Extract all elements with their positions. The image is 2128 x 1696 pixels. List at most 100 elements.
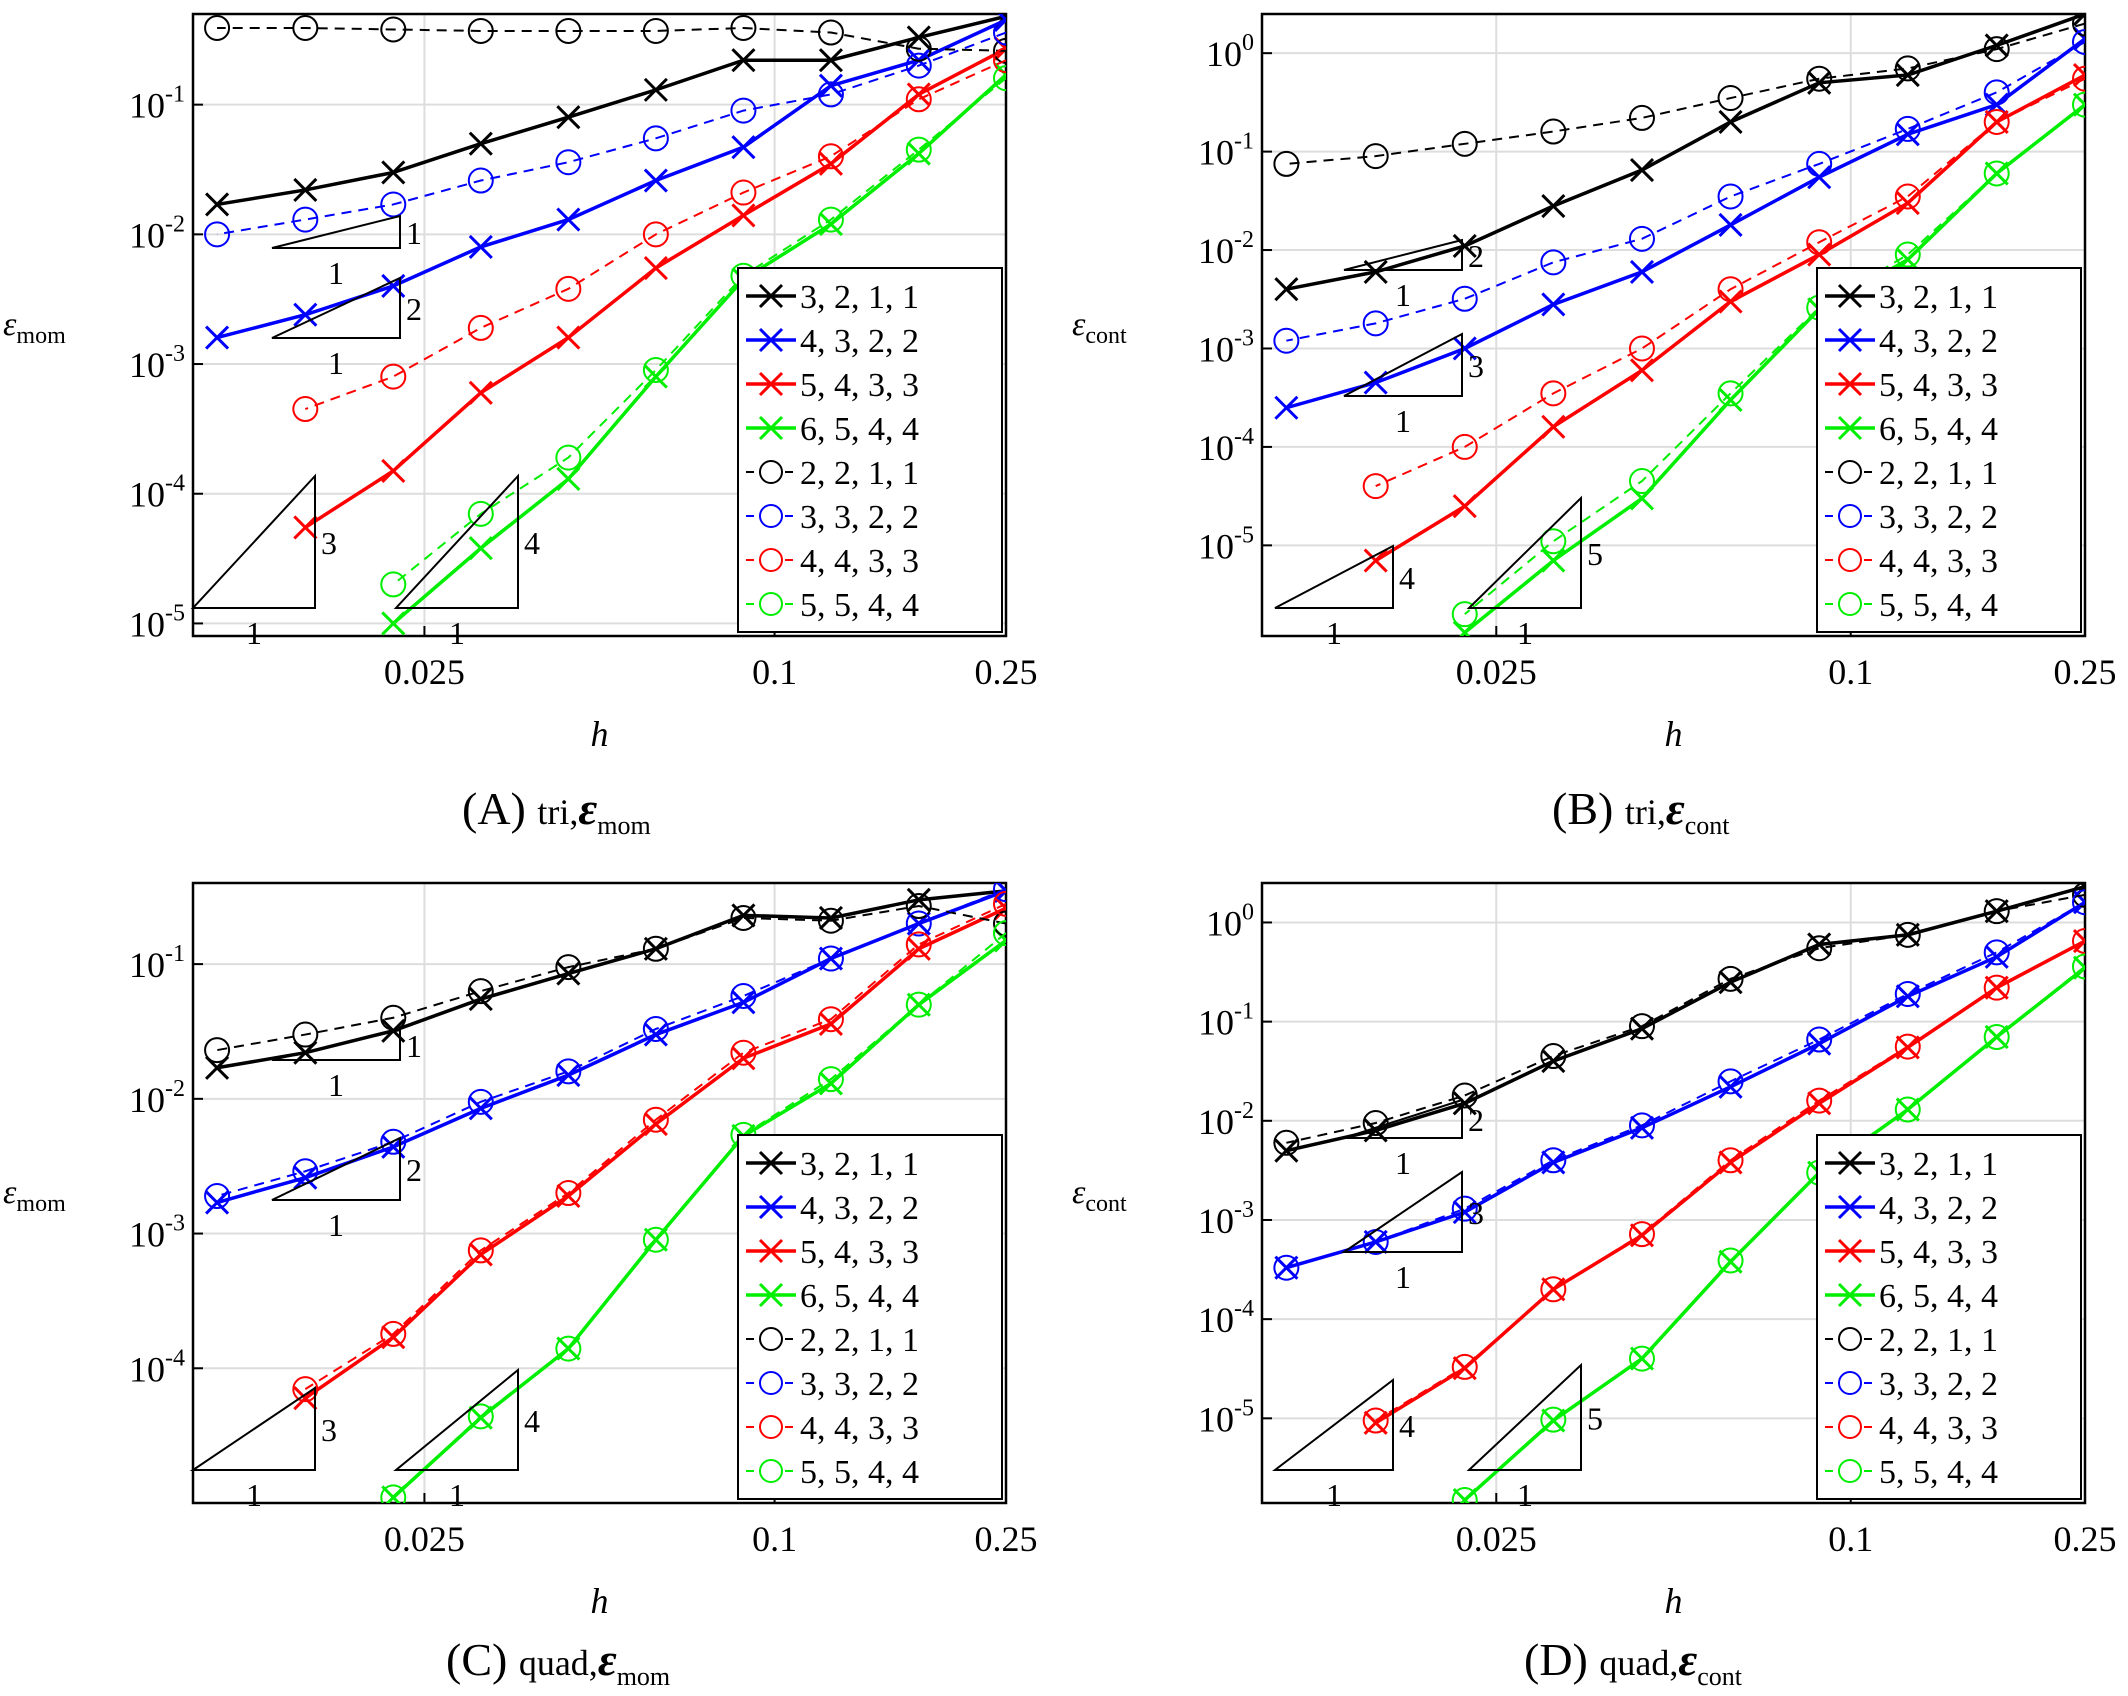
panel-d-point-o [1806,935,1833,962]
panel-d-point-o [1806,1026,1833,1053]
panel-a-legend-label: 3, 2, 1, 1 [800,279,919,316]
panel-c-point-o [905,910,932,937]
panel-a-point-x [293,177,318,202]
panel-b-point-x [1718,387,1743,413]
panel-a-point-o [817,81,844,108]
panel-a-point-x [818,212,843,237]
panel-a-legend-marker-o [759,504,783,528]
panel-b-point-x [1452,336,1477,361]
panel-a-slope-run: 1 [246,615,262,651]
panel-b-point-x [1895,247,1920,272]
panel-c-point-o [730,1039,757,1066]
panel-d-legend-label: 3, 2, 1, 1 [1879,1146,1998,1183]
panel-c-xtick-label: 0.25 [975,1519,1038,1559]
panel-a-sub: mom [597,811,651,841]
panel-d-point-o [1540,1043,1567,1070]
panel-b-legend: 3, 2, 1, 1 4, 3, 2, 2 5, 4, 3, 3 6, 5, 4, 4… [1816,267,2082,633]
panel-a-point-x [468,536,493,561]
panel-b-point-x [1274,277,1299,302]
panel-a-point-x [468,380,493,405]
panel-d-legend-marker-o [1838,1371,1862,1395]
panel-d-point-x [1274,1138,1299,1163]
panel-a-point-x [293,302,318,327]
panel-c-legend-marker-x [758,1150,784,1176]
panel-c-point-o [905,892,932,919]
panel-a-point-o [380,363,407,390]
panel-b-ytick-label: 10-2 [1198,227,1254,271]
panel-a-xtick-label: 0.25 [975,652,1038,692]
panel-b-point-x [1363,548,1388,573]
panel-b-xtick-label: 0.025 [1456,652,1537,692]
panel-d-xtick-label: 0.25 [2054,1519,2117,1559]
panel-b-legend-label: 3, 3, 2, 2 [1879,499,1998,536]
panel-a-xlabel: h [591,714,609,754]
panel-b-label: (B) [1552,783,1614,834]
panel-b-point-x [2072,92,2085,117]
panel-c-legend-label: 3, 3, 2, 2 [800,1366,919,1403]
panel-a-point-x [643,77,668,102]
panel-b-point-o [1717,85,1744,112]
panel-c-point-x [818,1071,843,1096]
panel-c-point-o [905,931,932,958]
panel-c-ytick-label: 10-2 [129,1076,185,1120]
panel-a-legend-marker-x [758,283,784,309]
panel-b-point-o [2072,28,2085,55]
panel-a-chart: 0.025 0.1 0.25 10-1 10-2 10-3 10-4 10-5 h εmom 1 1 2… [3,12,1038,754]
panel-c-point-x [818,1011,843,1036]
panel-c-slope-rise: 1 [406,1028,422,1064]
panel-a-point-x [468,234,493,259]
panel-c-legend-marker-x [758,1194,784,1220]
panel-c-chart: 0.025 0.1 0.25 10-1 10-2 10-3 10-4 h εmom 1 1 2 1 3 1 4… [3,881,1038,1621]
panel-c-point-o [817,907,844,934]
panel-d-point-o [2072,928,2085,955]
panel-a-point-o [380,571,407,598]
panel-a-point-x [556,325,581,350]
panel-a-point-x [468,131,493,156]
panel-a-slope-run: 1 [328,345,344,381]
panel-b-slope-rise: 5 [1587,536,1603,572]
panel-a-legend-label: 4, 3, 2, 2 [800,323,919,360]
panel-a-legend-marker-o [759,460,783,484]
panel-d-label: (D) [1524,1634,1588,1685]
panel-a-legend-marker-o [759,548,783,572]
panel-c-point-x [556,1183,581,1209]
panel-d-legend-marker-o [1838,1415,1862,1439]
panel-c-point-o [993,883,1006,903]
panel-a-point-o [993,19,1006,46]
panel-b-legend-marker-o [1838,504,1862,528]
panel-a-point-o [730,97,757,124]
panel-b-legend-label: 5, 5, 4, 4 [1879,587,1998,624]
panel-a-slope-rise: 1 [406,215,422,251]
panel-c-point-x [468,1096,493,1121]
panel-b-point-o [1273,327,1300,354]
panel-a-slope-triangle [190,473,316,609]
panel-d-point-x [1718,1074,1743,1099]
panel-c-axes-box [191,881,1008,1505]
panel-c-point-x [556,1336,581,1361]
panel-a-legend: 3, 2, 1, 1 4, 3, 2, 2 5, 4, 3, 3 6, 5, 4, 4… [737,267,1003,633]
panel-b-point-o [1983,108,2010,135]
panel-d-ytick-label: 10-1 [1198,999,1254,1043]
panel-b-point-o [1717,183,1744,210]
panel-d-legend-label: 5, 5, 4, 4 [1879,1454,1998,1491]
panel-b-legend-marker-x [1837,283,1863,309]
panel-a-point-o [292,396,319,423]
panel-d-caption: (D) quad,εcont [1524,1633,1742,1692]
panel-a-caption: (A) tri,εmom [462,782,651,841]
panel-b-point-o [1362,143,1389,170]
panel-a-point-x [556,207,581,232]
panel-d-point-x [1895,922,1920,947]
panel-d-point-o [2072,889,2085,916]
panel-d-point-o [1540,1147,1567,1174]
panel-c-legend-marker-o [759,1459,783,1483]
panel-c-point-o [380,1128,407,1155]
panel-d-slope-triangle [1466,1362,1582,1471]
panel-a-legend-label: 4, 4, 3, 3 [800,543,919,580]
panel-b-slope-run: 1 [1326,615,1342,651]
panel-b-xtick-label: 0.25 [2054,652,2117,692]
panel-b-point-o [1806,150,1833,177]
panel-a-point-x [818,73,843,98]
panel-b-slope-rise: 3 [1468,348,1484,384]
panel-c-slope-triangle [189,1386,316,1471]
